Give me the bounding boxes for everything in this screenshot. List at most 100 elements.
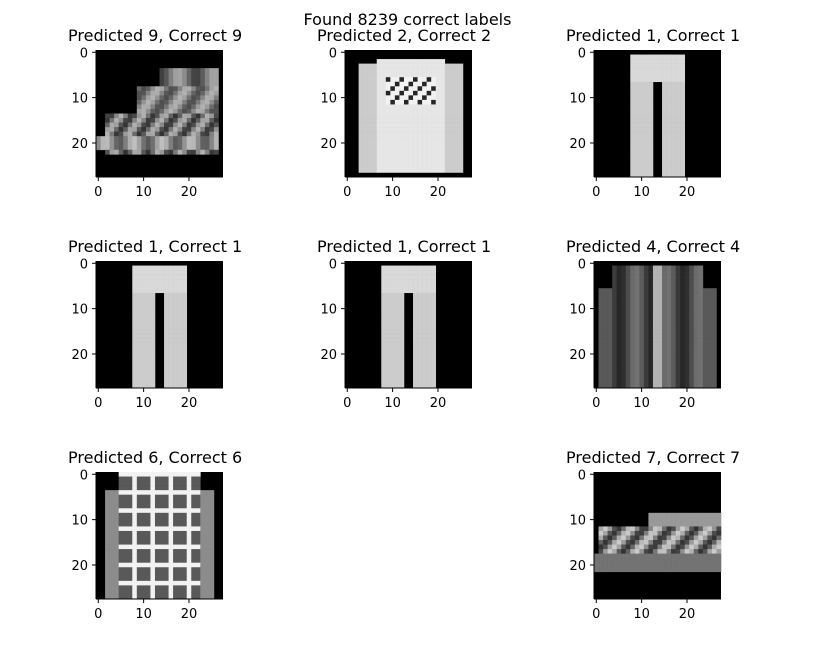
image-pixel [702,530,708,536]
image-pixel [634,374,640,380]
image-pixel [213,145,219,151]
image-pixel [381,136,387,142]
image-pixel [431,274,437,280]
image-pixel [132,549,138,554]
x-tick-label: 20 [679,607,696,622]
image-pixel [403,81,409,87]
image-pixel [381,81,387,87]
image-pixel [136,594,142,600]
image-pixel [612,315,617,321]
image-pixel [711,369,717,375]
image-pixel [213,77,219,83]
image-pixel [680,72,686,78]
image-pixel [662,288,667,294]
image-pixel [136,369,142,375]
image-pixel [204,512,210,518]
image-pixel [413,81,418,87]
image-pixel [440,127,446,132]
image-pixel [177,365,183,371]
image-pixel [399,72,405,78]
image-pixel [643,68,649,73]
image-pixel [422,108,427,114]
image-pixel [630,131,636,137]
image-pixel [693,365,699,371]
image-pixel [630,270,636,275]
image-pixel [399,127,405,132]
image-pixel [634,77,640,83]
image-pixel [630,86,636,92]
image-pixel [643,562,649,568]
image-pixel [417,158,423,164]
image-pixel [689,517,695,523]
image-pixel [612,567,617,573]
y-tick-label: 20 [569,137,586,152]
image-pixel [105,530,110,536]
image-pixel [159,549,165,554]
image-pixel [123,553,129,559]
image-pixel [403,149,409,155]
image-pixel [675,149,681,155]
image-pixel [422,369,427,375]
image-pixel [426,118,432,123]
image-pixel [191,567,197,573]
image-pixel [159,99,165,105]
image-pixel [159,499,165,505]
image-pixel [394,90,400,96]
image-pixel [385,288,391,294]
image-pixel [621,369,627,375]
image-pixel [707,374,713,380]
image-pixel [643,567,649,573]
image-pixel [394,136,400,142]
image-pixel [657,310,663,316]
image-pixel [458,104,464,110]
image-pixel [403,118,409,123]
image-pixel [621,535,627,541]
image-pixel [431,292,437,298]
image-pixel [381,127,387,132]
image-pixel [114,562,119,568]
image-pixel [168,118,174,123]
image-pixel [648,553,654,559]
image-pixel [707,540,713,545]
image-pixel [145,136,151,142]
image-pixel [154,149,160,155]
image-pixel [154,265,160,271]
image-pixel [154,274,160,280]
image-pixel [693,521,699,527]
image-pixel [634,301,640,307]
image-pixel [711,544,717,550]
y-tick-label: 0 [578,46,586,61]
image-pixel [381,351,387,357]
image-pixel [675,540,681,545]
image-pixel [136,365,142,371]
image-pixel [164,553,169,559]
image-pixel [648,270,654,275]
image-pixel [639,149,645,155]
x-tick-label: 0 [94,396,102,411]
image-pixel [643,324,649,330]
image-pixel [612,342,617,348]
image-pixel [381,301,387,307]
image-pixel [372,154,378,160]
image-pixel [195,72,201,78]
image-pixel [422,356,427,362]
image-pixel [612,301,617,307]
image-pixel [164,558,169,564]
image-pixel [662,90,667,96]
image-pixel [367,122,373,128]
image-pixel [141,342,147,348]
image-pixel [453,77,459,83]
image-pixel [444,81,450,87]
image-pixel [616,360,622,366]
image-pixel [177,104,183,110]
image-pixel [671,104,676,110]
image-pixel [671,292,676,298]
image-pixel [630,549,636,554]
image-pixel [394,86,400,92]
image-pixel [204,589,210,595]
image-pixel [652,378,658,384]
image-pixel [118,558,124,564]
image-pixel [657,333,663,339]
image-pixel [150,378,156,384]
image-pixel [408,274,414,280]
